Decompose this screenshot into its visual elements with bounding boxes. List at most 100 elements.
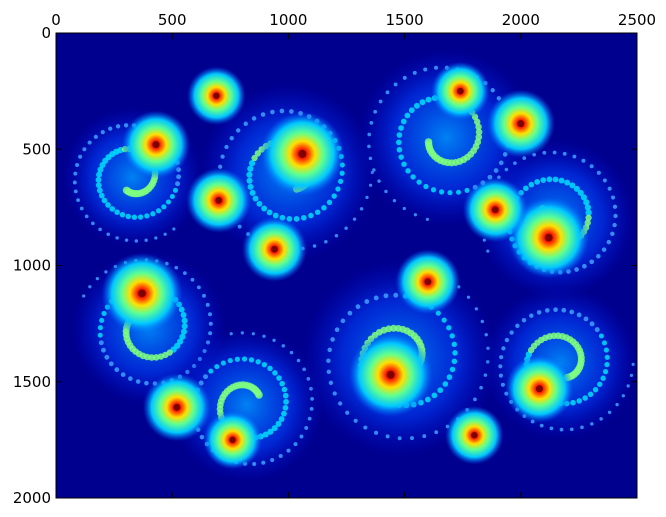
- plot-area: [56, 33, 637, 498]
- spiral-dot: [583, 199, 590, 206]
- spiral-dot: [73, 189, 78, 194]
- spiral-dot: [172, 187, 178, 193]
- spiral-dot: [574, 267, 579, 272]
- spiral-dot: [252, 195, 259, 202]
- spiral-dot: [573, 185, 580, 192]
- spiral-dot: [602, 368, 609, 375]
- spiral-dot: [504, 337, 510, 343]
- spiral-dot: [480, 319, 484, 324]
- spiral-dot: [278, 453, 283, 459]
- spiral-dot: [338, 178, 344, 184]
- spiral-dot: [324, 239, 328, 244]
- spiral-dot: [190, 277, 195, 282]
- spiral-dot: [534, 179, 540, 185]
- spiral-dot: [115, 124, 121, 129]
- spiral-dot: [261, 361, 268, 368]
- spiral-dot: [396, 146, 403, 153]
- spiral-dot: [321, 205, 327, 211]
- spiral-dot: [631, 362, 635, 366]
- spiral-dot: [606, 239, 612, 245]
- spiral-dot: [345, 410, 350, 415]
- spiral-dot: [422, 434, 427, 439]
- spiral-dot: [155, 208, 162, 214]
- spiral-dot: [549, 426, 554, 431]
- spiral-dot: [283, 398, 289, 405]
- spiral-dot: [241, 356, 248, 362]
- spiral-dot: [178, 306, 185, 313]
- spiral-dot: [332, 391, 337, 396]
- spiral-dot: [262, 431, 269, 438]
- spiral-dot: [339, 170, 345, 176]
- spiral-dot: [104, 354, 110, 360]
- spiral-dot: [498, 364, 503, 369]
- spiral-dot: [247, 183, 254, 190]
- spiral-dot: [509, 330, 514, 335]
- spiral-dot: [404, 112, 411, 119]
- spiral-dot: [473, 118, 481, 126]
- spiral-dot: [91, 221, 95, 226]
- spiral-dot: [251, 116, 257, 121]
- spiral-dot: [108, 361, 114, 367]
- spiral-dot: [229, 136, 234, 141]
- spiral-dot: [431, 392, 438, 399]
- spiral-dot: [604, 361, 610, 368]
- fractal-hotspots: [101, 61, 590, 470]
- spiral-dot: [270, 457, 275, 463]
- spiral-dot: [594, 327, 600, 333]
- spiral-dot: [327, 347, 332, 353]
- spiral-dot: [154, 236, 158, 240]
- spiral-dot: [266, 209, 273, 216]
- spiral-dot: [128, 376, 133, 381]
- spiral-dot: [205, 302, 210, 307]
- spiral-dot: [365, 195, 369, 200]
- spiral-dot: [451, 341, 457, 348]
- spiral-dot: [438, 189, 445, 195]
- spiral-dot: [181, 317, 188, 324]
- spiral-dot: [433, 65, 439, 70]
- spiral-dot: [373, 295, 379, 301]
- spiral-dot: [408, 107, 415, 114]
- spiral-dot: [473, 397, 477, 402]
- spiral-dot: [175, 181, 181, 187]
- spiral-dot: [281, 386, 288, 393]
- spiral-dot: [475, 123, 482, 131]
- spiral-dot: [449, 333, 455, 339]
- hotspot-core: [271, 245, 278, 253]
- spiral-dot: [583, 316, 589, 322]
- spiral-dot: [75, 162, 80, 167]
- spiral-dot: [279, 108, 285, 114]
- spiral-dot: [539, 423, 544, 428]
- spiral-dot: [105, 202, 111, 208]
- spiral-dot: [88, 285, 92, 289]
- spiral-dot: [441, 317, 447, 323]
- spiral-dot: [397, 436, 402, 441]
- spiral-dot: [446, 325, 452, 331]
- spiral-dot: [150, 211, 156, 217]
- x-tick-label: 500: [158, 11, 187, 29]
- spiral-dot: [582, 263, 587, 269]
- spiral-dot: [248, 357, 255, 363]
- spiral-dot: [281, 344, 286, 348]
- spiral-dot: [203, 374, 209, 380]
- spiral-dot: [363, 425, 368, 430]
- spiral-dot: [486, 249, 490, 253]
- spiral-dot: [108, 126, 113, 131]
- spiral-dot: [267, 365, 273, 372]
- spiral-dot: [78, 154, 83, 159]
- spiral-dot: [275, 420, 282, 427]
- spiral-dot: [590, 422, 594, 426]
- spiral-dot: [179, 333, 186, 340]
- spiral-dot: [309, 407, 314, 411]
- spiral-dot: [347, 310, 353, 316]
- spiral-dot: [536, 310, 542, 315]
- spiral-dot: [282, 392, 289, 399]
- spiral-dot: [552, 150, 557, 155]
- x-axis: 0 500 1000 1500 2000 2500: [51, 11, 656, 498]
- spiral-dot: [267, 428, 274, 435]
- spiral-dot: [334, 327, 340, 333]
- spiral-dot: [607, 186, 612, 191]
- spiral-dot: [95, 182, 102, 189]
- spiral-dot: [504, 167, 509, 172]
- spiral-dot: [452, 350, 458, 356]
